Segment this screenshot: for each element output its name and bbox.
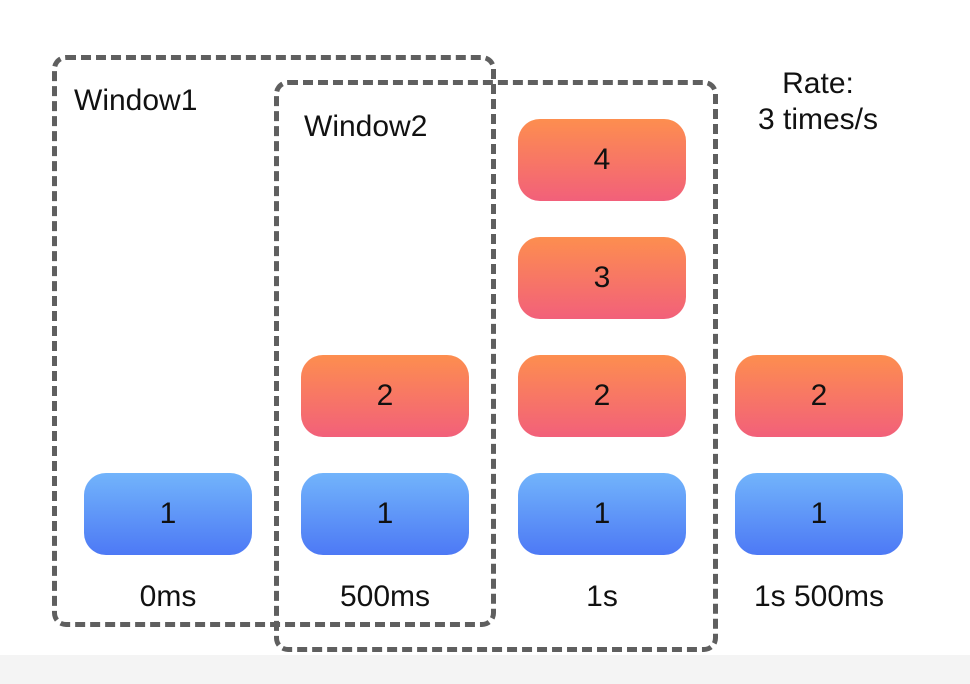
time-label: 0ms xyxy=(139,580,197,613)
request-box: 1 xyxy=(518,473,686,555)
window2-frame xyxy=(274,80,718,652)
request-box: 1 xyxy=(735,473,903,555)
rate-value: 3 times/s xyxy=(757,103,879,136)
time-label: 1s 500ms xyxy=(753,580,885,613)
window1-label: Window1 xyxy=(74,84,198,117)
request-box: 1 xyxy=(84,473,252,555)
request-box: 2 xyxy=(518,355,686,437)
rate-title: Rate: xyxy=(782,67,854,100)
time-label: 1s xyxy=(586,580,618,613)
rate-label: Rate: 3 times/s xyxy=(738,66,898,138)
request-box: 2 xyxy=(735,355,903,437)
footer-band xyxy=(0,655,970,684)
request-box: 4 xyxy=(518,119,686,201)
request-box: 2 xyxy=(301,355,469,437)
request-box: 3 xyxy=(518,237,686,319)
window2-label: Window2 xyxy=(304,110,428,143)
time-label: 500ms xyxy=(339,580,431,613)
request-box: 1 xyxy=(301,473,469,555)
